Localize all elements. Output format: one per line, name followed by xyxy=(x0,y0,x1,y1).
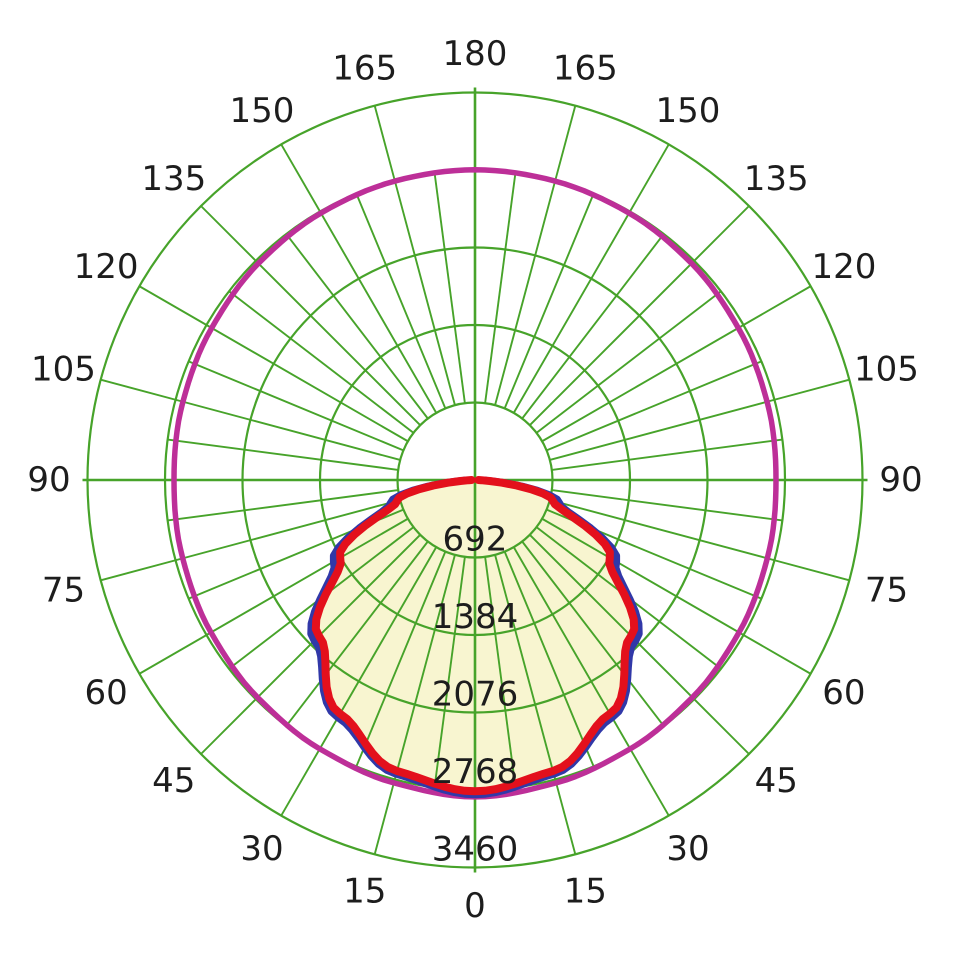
grid-spoke-inner xyxy=(535,290,722,434)
grid-spoke-inner xyxy=(549,398,775,461)
grid-spoke-inner xyxy=(521,233,665,420)
angle-label-45-left: 45 xyxy=(152,761,195,801)
grid-spoke-inner xyxy=(355,551,447,767)
angle-label-165-right: 165 xyxy=(553,49,618,89)
grid-spoke-inner xyxy=(175,398,401,461)
angle-label-90-left: 90 xyxy=(27,460,70,500)
grid-spoke-inner xyxy=(529,534,695,700)
angle-label-60-left: 60 xyxy=(84,673,127,713)
grid-spoke-outer xyxy=(138,634,208,675)
grid-spoke-inner xyxy=(546,360,762,452)
grid-spoke-outer xyxy=(693,205,750,262)
grid-spoke-inner xyxy=(167,438,399,471)
grid-spoke-inner xyxy=(494,180,557,406)
radial-label-2076: 2076 xyxy=(432,675,519,715)
grid-spoke-inner xyxy=(255,534,421,700)
angle-label-135-right: 135 xyxy=(744,159,809,199)
grid-spoke-inner xyxy=(228,290,415,434)
angle-label-120-right: 120 xyxy=(811,247,876,287)
grid-spoke-outer xyxy=(629,143,670,213)
angle-label-105-left: 105 xyxy=(31,350,96,390)
grid-spoke-outer xyxy=(693,698,750,755)
grid-spoke-inner xyxy=(484,556,517,788)
grid-spoke-inner xyxy=(551,489,783,522)
grid-spoke-outer xyxy=(280,747,321,817)
grid-spoke-inner xyxy=(503,551,595,767)
grid-spoke-inner xyxy=(433,172,466,404)
angle-label-135-left: 135 xyxy=(141,159,206,199)
grid-spoke-outer xyxy=(200,698,257,755)
grid-spoke-inner xyxy=(521,540,665,727)
grid-spoke-inner xyxy=(549,499,775,562)
grid-spoke-outer xyxy=(373,779,396,855)
red-intensity-curve xyxy=(311,476,639,796)
radial-label-1384: 1384 xyxy=(432,597,519,637)
angle-label-45-right: 45 xyxy=(755,761,798,801)
grid-spoke-inner xyxy=(484,172,517,404)
grid-spoke-inner xyxy=(393,554,456,780)
grid-spoke-inner xyxy=(255,260,421,426)
grid-spoke-inner xyxy=(512,211,631,414)
angle-label-75-left: 75 xyxy=(42,570,85,610)
grid-spoke-inner xyxy=(188,360,404,452)
grid-spoke-inner xyxy=(206,517,409,636)
grid-spoke-outer xyxy=(774,559,850,582)
grid-spoke-outer xyxy=(554,105,577,181)
angle-label-90-right: 90 xyxy=(879,460,922,500)
radial-label-2768: 2768 xyxy=(432,752,519,792)
angle-label-30-left: 30 xyxy=(240,829,283,869)
angle-label-105-right: 105 xyxy=(854,350,919,390)
angle-label-120-left: 120 xyxy=(74,247,139,287)
grid-spoke-inner xyxy=(433,556,466,788)
grid-spoke-inner xyxy=(494,554,557,780)
grid-spoke-outer xyxy=(774,378,850,401)
grid-spoke-inner xyxy=(551,438,783,471)
grid-spoke-outer xyxy=(629,747,670,817)
grid-spoke-inner xyxy=(355,193,447,409)
grid-spoke-outer xyxy=(200,205,257,262)
grid-spoke-outer xyxy=(742,285,812,326)
angle-label-75-right: 75 xyxy=(865,570,908,610)
grid-spoke-inner xyxy=(393,180,456,406)
angle-label-60-right: 60 xyxy=(822,673,865,713)
angle-label-165-left: 165 xyxy=(332,49,397,89)
grid-spoke-outer xyxy=(100,559,176,582)
grid-spoke-outer xyxy=(742,634,812,675)
angle-label-15-right: 15 xyxy=(564,872,607,912)
grid-spoke-inner xyxy=(175,499,401,562)
grid-spoke-outer xyxy=(100,378,176,401)
grid-spoke-inner xyxy=(541,324,744,443)
grid-spoke-inner xyxy=(167,489,399,522)
grid-spoke-outer xyxy=(373,105,396,181)
angle-label-150-left: 150 xyxy=(230,91,295,131)
grid-spoke-outer xyxy=(554,779,577,855)
angle-label-30-right: 30 xyxy=(666,829,709,869)
angle-label-15-left: 15 xyxy=(343,872,386,912)
angle-label-150-right: 150 xyxy=(656,91,721,131)
grid-spoke-inner xyxy=(285,233,429,420)
grid-spoke-inner xyxy=(503,193,595,409)
grid-spoke-outer xyxy=(280,143,321,213)
angle-label-180: 180 xyxy=(443,34,508,74)
radial-label-3460: 3460 xyxy=(432,830,519,870)
grid-spoke-inner xyxy=(206,324,409,443)
grid-spoke-inner xyxy=(319,211,438,414)
radial-label-692: 692 xyxy=(443,520,508,560)
grid-spoke-inner xyxy=(541,517,744,636)
grid-spoke-inner xyxy=(285,540,429,727)
angle-label-0: 0 xyxy=(464,886,486,926)
grid-spoke-inner xyxy=(529,260,695,426)
grid-spoke-outer xyxy=(138,285,208,326)
